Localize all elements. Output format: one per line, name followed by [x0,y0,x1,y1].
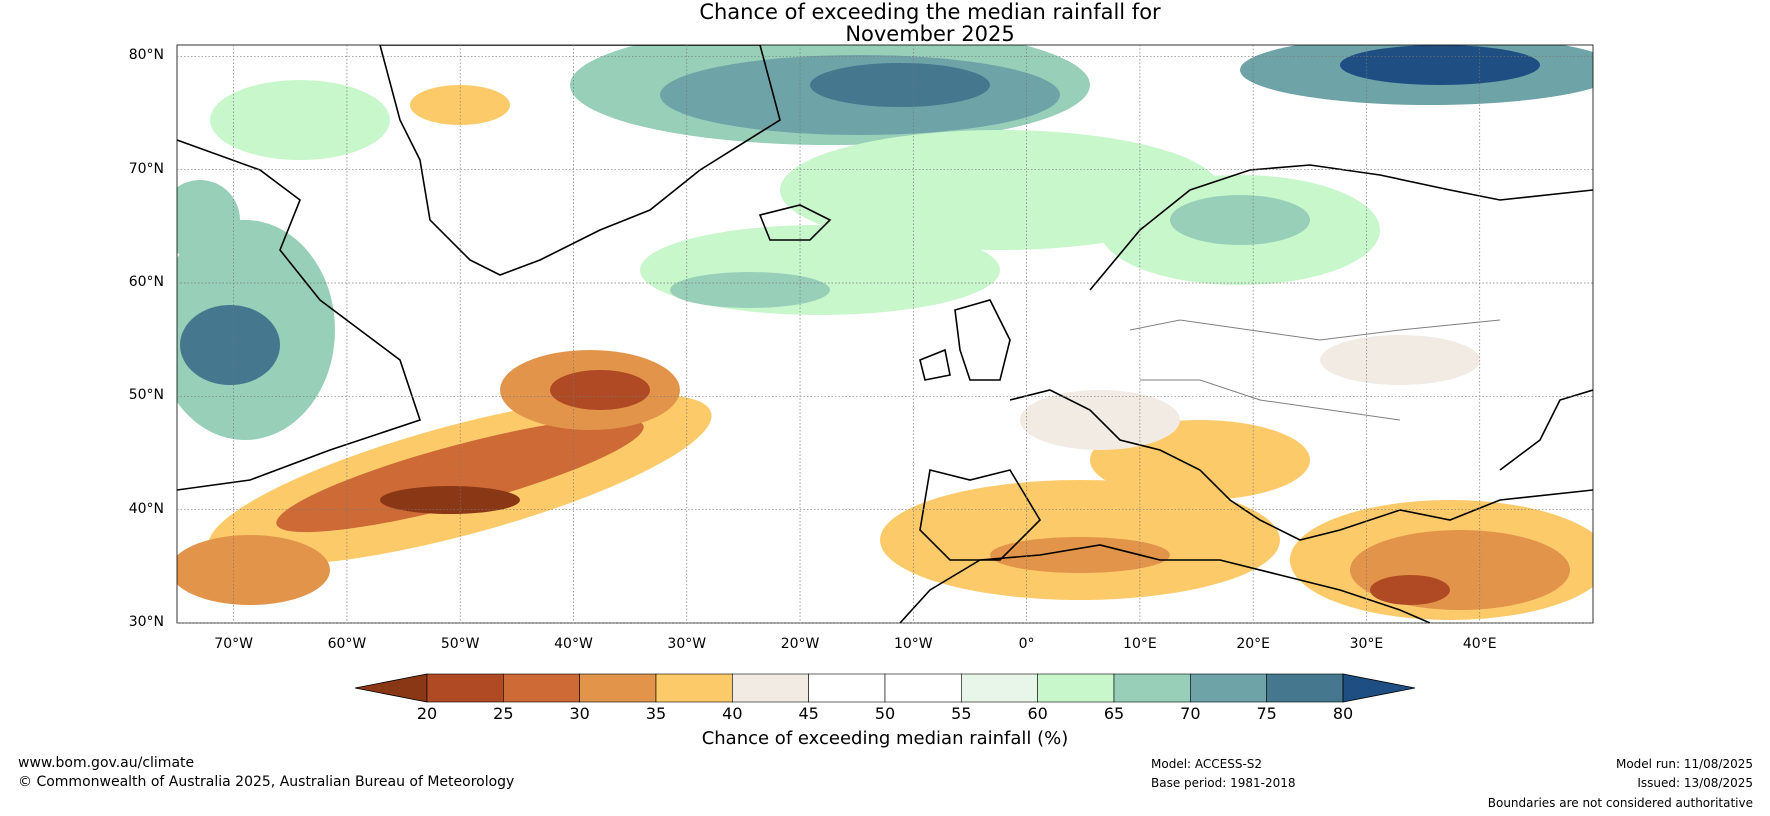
latitude-label: 30°N [128,614,164,630]
colorbar-segment [1190,673,1267,703]
latitude-label: 40°N [128,500,164,517]
longitude-label: 0° [1018,636,1035,652]
longitude-label: 70°W [214,636,253,652]
latitude-label: 80°N [128,47,164,64]
colorbar-segment [579,673,657,703]
longitude-label: 60°W [327,636,367,652]
colorbar-segment [808,673,886,703]
latitude-label: 50°N [128,387,164,404]
latitude-label: 70°N [128,160,164,177]
colorbar-segment [884,673,962,703]
longitude-label: 10°E [1123,636,1157,652]
map-title-line1: Chance of exceeding the median rainfall … [699,0,1161,24]
footer-boundaries: Boundaries are not considered authoritat… [1487,796,1753,810]
colorbar-tick-label: 60 [1027,704,1047,723]
longitude-label: 30°E [1349,636,1384,652]
colorbar-tick-label: 20 [417,704,437,723]
longitude-label: 40°W [554,636,593,652]
colorbar-tick-label: 80 [1333,704,1353,723]
colorbar-segment [961,673,1038,703]
footer-copyright: © Commonwealth of Australia 2025, Austra… [18,774,515,790]
colorbar-tick-label: 30 [569,704,589,723]
footer-issued: Issued: 13/08/2025 [1637,776,1753,790]
longitude-label: 40°E [1462,636,1497,652]
latitude-label: 60°N [128,274,164,290]
colorbar-tick-label: 40 [722,704,742,723]
map-title-line2: November 2025 [845,22,1015,46]
colorbar-segment [655,673,733,703]
colorbar-tick-label: 65 [1104,704,1124,723]
colorbar-segment [503,673,580,703]
colorbar-segment [426,673,504,703]
colorbar-ticks: 20 25 30 35 40 45 50 55 60 65 70 75 80 [417,704,1353,723]
footer-base-period: Base period: 1981-2018 [1151,776,1296,790]
graticule [177,45,1593,624]
colorbar-label: Chance of exceeding median rainfall (%) [701,728,1069,749]
colorbar-segment [1037,673,1115,703]
colorbar-tick-label: 70 [1180,704,1200,723]
map-field [177,45,1593,623]
longitude-label: 50°W [440,636,480,652]
colorbar-tick-label: 35 [646,704,666,723]
footer-url: www.bom.gov.au/climate [18,755,195,771]
colorbar-extend-high [1342,673,1416,703]
colorbar-segment [732,673,809,703]
colorbar-tick-label: 55 [951,704,971,723]
colorbar-tick-label: 25 [493,704,513,723]
colorbar-segment [1266,673,1344,703]
colorbar-extend-low [354,673,428,703]
footer-model: Model: ACCESS-S2 [1151,757,1263,771]
longitude-label: 20°W [780,636,820,652]
colorbar-tick-label: 45 [798,704,818,723]
footer-model-run: Model run: 11/08/2025 [1615,757,1753,771]
colorbar [354,673,1416,703]
colorbar-tick-label: 50 [875,704,895,723]
colorbar-tick-label: 75 [1256,704,1276,723]
longitude-label: 20°E [1236,636,1270,652]
longitude-label: 30°W [667,636,707,652]
colorbar-segment [1113,673,1191,703]
longitude-label: 10°W [893,636,933,652]
